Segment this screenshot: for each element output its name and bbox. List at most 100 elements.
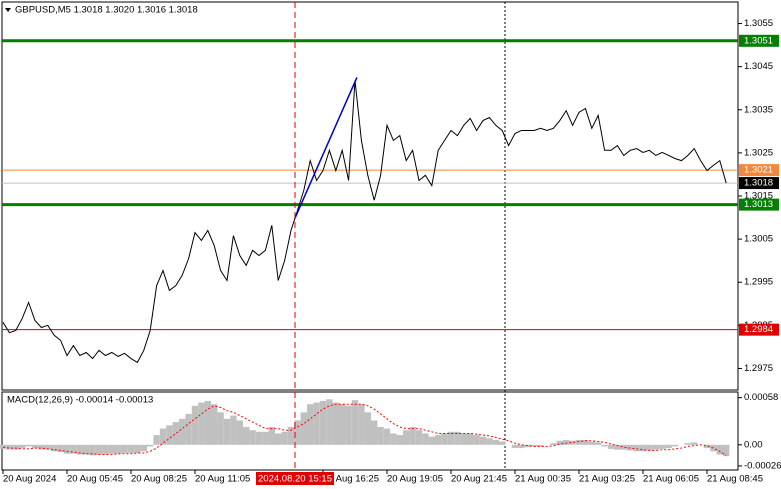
- macd-bar: [147, 444, 154, 447]
- macd-bar: [319, 400, 327, 445]
- macd-panel: [1, 391, 739, 471]
- level-label: 1.3021: [744, 165, 773, 176]
- y-tick-label: 0.00: [744, 439, 763, 450]
- macd-bar: [153, 435, 160, 445]
- macd-bar: [102, 444, 109, 455]
- y-tick-label: 0.00058: [744, 392, 778, 403]
- x-tick-label: 20 Aug 21:45: [451, 474, 507, 485]
- macd-bar: [191, 405, 199, 445]
- macd-bar: [268, 426, 275, 445]
- macd-bar: [313, 402, 320, 445]
- macd-bar: [620, 444, 627, 450]
- current-price-label-box: [739, 177, 779, 190]
- macd-bar: [185, 413, 192, 445]
- macd-bar: [435, 435, 442, 445]
- x-tick-label: 20 Aug 19:05: [387, 474, 443, 485]
- level-label: 1.3013: [744, 199, 773, 210]
- macd-bar: [396, 435, 403, 445]
- macd-bar: [639, 444, 647, 452]
- macd-bar: [12, 444, 19, 450]
- macd-bar: [467, 433, 474, 445]
- macd-bar: [499, 441, 506, 445]
- macd-bar: [159, 428, 167, 445]
- macd-bar: [582, 439, 589, 445]
- y-tick-label: 1.3015: [744, 191, 773, 202]
- macd-bar: [703, 444, 711, 449]
- y-tick-label: 1.3025: [744, 147, 773, 158]
- macd-bar: [275, 433, 282, 445]
- macd-bar: [83, 444, 90, 455]
- macd-bar: [601, 444, 608, 447]
- macd-bar: [428, 436, 435, 445]
- macd-bar: [422, 433, 429, 445]
- macd-bar: [108, 444, 115, 454]
- macd-bar: [351, 400, 359, 445]
- macd-bar: [281, 431, 288, 445]
- macd-bar: [332, 402, 339, 445]
- macd-bar: [390, 433, 397, 445]
- y-tick-label: 1.2975: [744, 363, 773, 374]
- macd-bar: [358, 404, 365, 445]
- macd-bar: [441, 433, 448, 445]
- macd-bar: [217, 412, 224, 445]
- macd-bar: [633, 444, 640, 452]
- macd-bar: [307, 404, 314, 445]
- level-label-box: [739, 323, 779, 336]
- macd-bar: [684, 443, 691, 445]
- macd-bar: [364, 412, 371, 445]
- macd-bar: [76, 444, 83, 455]
- macd-bar: [243, 426, 250, 445]
- price-line: [2, 80, 727, 364]
- macd-bar: [710, 444, 717, 452]
- y-tick-label: -0.00026: [744, 460, 781, 471]
- macd-bar: [607, 444, 615, 449]
- macd-bar: [95, 444, 103, 455]
- macd-bar: [345, 405, 352, 445]
- macd-bar: [121, 444, 128, 453]
- macd-bar: [409, 426, 416, 445]
- macd-bar: [460, 433, 467, 445]
- signal-line: [2, 403, 727, 456]
- chart-title: GBPUSD,M5 1.3018 1.3020 1.3016 1.3018: [15, 5, 198, 16]
- macd-bar: [646, 444, 653, 451]
- x-tick-label: 21 Aug 00:35: [515, 474, 571, 485]
- macd-bar: [588, 441, 595, 445]
- macd-bar: [140, 444, 147, 452]
- y-tick-label: 1.3035: [744, 104, 773, 115]
- macd-bar: [537, 444, 544, 447]
- macd-bar: [415, 430, 423, 445]
- macd-bar: [236, 420, 243, 445]
- macd-bar: [70, 444, 77, 454]
- macd-bar: [249, 430, 256, 445]
- macd-bar: [550, 443, 557, 445]
- macd-bar: [127, 444, 135, 453]
- macd-bar: [44, 444, 51, 450]
- macd-bar: [518, 444, 525, 449]
- macd-title: MACD(12,26,9) -0.00014 -0.00013: [7, 395, 153, 406]
- x-tick-label: 21 Aug 08:45: [707, 474, 763, 485]
- macd-bar: [595, 442, 602, 445]
- macd-bar: [511, 444, 519, 449]
- level-label-box: [739, 164, 779, 177]
- macd-bar: [563, 439, 570, 445]
- trend-line: [294, 77, 358, 219]
- macd-bar: [172, 422, 179, 445]
- macd-bar: [63, 444, 71, 454]
- level-label: 1.3051: [744, 35, 773, 46]
- macd-bar: [262, 431, 269, 445]
- macd-bar: [473, 435, 480, 445]
- macd-bar: [166, 425, 173, 445]
- macd-bar: [134, 444, 141, 453]
- y-tick-label: 1.3005: [744, 234, 773, 245]
- macd-bar: [230, 415, 237, 445]
- macd-bar: [614, 444, 621, 450]
- macd-bar: [492, 439, 499, 445]
- x-tick-label: 20 Aug 08:25: [131, 474, 187, 485]
- x-tick-label: 20 Aug 05:45: [67, 474, 123, 485]
- macd-bar: [524, 444, 531, 448]
- macd-bar: [223, 418, 231, 445]
- x-tick-label: 20 Aug 2024: [3, 474, 56, 485]
- cursor-label: 2024.08.20 15:15: [258, 474, 332, 485]
- macd-bar: [403, 430, 410, 445]
